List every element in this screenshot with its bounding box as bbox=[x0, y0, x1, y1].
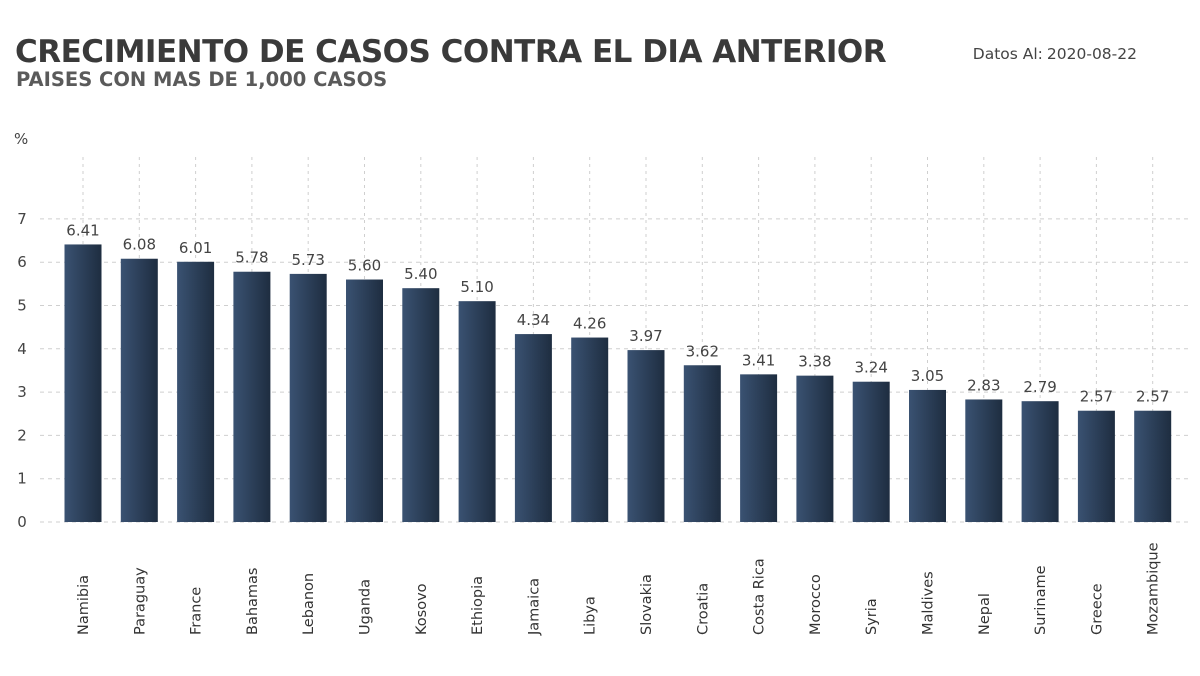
x-category-label: Paraguay bbox=[132, 567, 148, 635]
x-category-label: Kosovo bbox=[414, 583, 430, 635]
x-category-label: Maldives bbox=[921, 571, 937, 635]
y-tick-label: 0 bbox=[17, 513, 27, 531]
bar bbox=[909, 389, 946, 522]
data-label: 5.40 bbox=[404, 265, 437, 283]
bar bbox=[627, 350, 665, 522]
data-label: 5.73 bbox=[291, 251, 324, 269]
bar bbox=[740, 374, 778, 522]
bar bbox=[289, 273, 327, 522]
bar bbox=[120, 258, 158, 522]
data-label: 4.26 bbox=[573, 315, 606, 333]
data-label: 2.79 bbox=[1023, 378, 1056, 396]
data-label: 6.08 bbox=[123, 236, 156, 254]
data-date-label: Datos Al: bbox=[972, 45, 1043, 63]
x-category-label: Jamaica bbox=[526, 578, 542, 636]
x-category-label: Mozambique bbox=[1146, 542, 1162, 635]
data-date: Datos Al: 2020-08-22 bbox=[969, 45, 1137, 63]
x-category-label: Suriname bbox=[1033, 565, 1049, 635]
x-category-label: Ethiopia bbox=[470, 576, 486, 635]
data-label: 3.24 bbox=[854, 359, 887, 377]
data-label: 3.05 bbox=[911, 367, 944, 385]
x-category-label: Lebanon bbox=[301, 573, 317, 635]
bar bbox=[1021, 401, 1059, 522]
y-tick-label: 7 bbox=[17, 210, 27, 228]
x-category-label: Libya bbox=[583, 596, 599, 635]
labels: 0 1 2 3 4 5 6 7 6.41 Namibia 6.08 Paraguay 6.01 Franc… bbox=[17, 210, 1169, 636]
x-category-label: Nepal bbox=[977, 593, 993, 635]
x-category-label: Uganda bbox=[358, 579, 374, 635]
chart-subtitle: PAISES CON MAS DE 1,000 CASOS bbox=[16, 68, 388, 91]
data-label: 6.01 bbox=[179, 239, 212, 257]
y-axis-unit-label: % bbox=[14, 130, 29, 148]
bar bbox=[796, 375, 834, 522]
x-category-label: Costa Rica bbox=[752, 558, 768, 635]
x-category-label: Namibia bbox=[76, 575, 92, 635]
y-tick-label: 2 bbox=[17, 426, 27, 444]
data-label: 3.41 bbox=[742, 351, 775, 369]
y-tick-label: 5 bbox=[17, 297, 27, 315]
bar bbox=[514, 334, 552, 522]
bar bbox=[402, 288, 440, 522]
x-category-label: Morocco bbox=[808, 574, 824, 635]
data-date-value: 2020-08-22 bbox=[1046, 45, 1137, 63]
y-tick-label: 1 bbox=[17, 470, 27, 488]
data-label: 4.34 bbox=[517, 311, 550, 329]
bar bbox=[1077, 410, 1115, 522]
bar bbox=[683, 365, 721, 522]
bar bbox=[458, 301, 496, 522]
data-label: 5.60 bbox=[348, 257, 381, 275]
data-label: 3.62 bbox=[686, 342, 719, 360]
y-tick-label: 3 bbox=[17, 383, 27, 401]
bar bbox=[346, 279, 383, 522]
bar bbox=[852, 381, 890, 522]
chart-title: CRECIMIENTO DE CASOS CONTRA EL DIA ANTER… bbox=[15, 34, 887, 70]
x-category-label: Bahamas bbox=[245, 568, 261, 635]
y-tick-label: 4 bbox=[17, 340, 27, 358]
data-label: 6.41 bbox=[66, 221, 99, 239]
data-label: 5.10 bbox=[460, 278, 493, 296]
x-category-label: Croatia bbox=[695, 583, 711, 635]
data-label: 2.57 bbox=[1136, 388, 1169, 406]
x-category-label: Syria bbox=[864, 598, 880, 635]
data-label: 2.57 bbox=[1080, 388, 1113, 406]
bar bbox=[177, 261, 215, 522]
y-tick-label: 6 bbox=[17, 253, 27, 271]
x-category-label: Slovakia bbox=[639, 574, 655, 635]
bar bbox=[64, 244, 102, 522]
bar bbox=[1134, 410, 1172, 522]
bar bbox=[233, 271, 271, 522]
data-label: 3.38 bbox=[798, 353, 831, 371]
bar bbox=[571, 337, 609, 522]
bar bbox=[965, 399, 1003, 522]
data-label: 3.97 bbox=[629, 327, 662, 345]
data-label: 5.78 bbox=[235, 249, 268, 267]
bars bbox=[64, 244, 1172, 522]
x-category-label: France bbox=[189, 587, 205, 635]
x-category-label: Greece bbox=[1089, 583, 1105, 635]
data-label: 2.83 bbox=[967, 376, 1000, 394]
